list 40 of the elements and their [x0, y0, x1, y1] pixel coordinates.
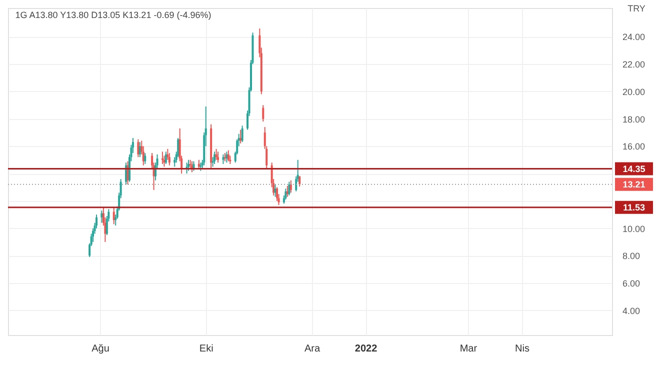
y-tick-label: 18.00 — [622, 114, 646, 124]
candlestick — [226, 151, 228, 164]
x-tick-label: Ara — [304, 344, 320, 354]
candlestick — [168, 152, 170, 166]
candlestick — [163, 155, 166, 168]
ref-line-label: 14.35 — [622, 164, 646, 174]
x-tick-label: Nis — [515, 344, 530, 354]
candlestick — [137, 138, 140, 158]
ref-line-label: 11.53 — [622, 202, 646, 212]
candlestick — [262, 104, 264, 122]
candlestick — [217, 151, 220, 164]
y-tick-label: 4.00 — [622, 306, 640, 316]
candlestick — [144, 152, 146, 164]
candlestick — [227, 150, 230, 162]
ref-line-label: 13.21 — [622, 179, 646, 190]
candlestick — [192, 160, 195, 172]
y-tick-label: 8.00 — [622, 251, 640, 262]
candlestick — [241, 125, 244, 143]
x-tick-label: Eki — [199, 344, 214, 354]
candlestick — [290, 180, 292, 194]
x-tick-label: Ağu — [92, 344, 110, 354]
candlestick — [100, 210, 103, 224]
y-tick-label: 10.00 — [622, 224, 646, 234]
y-tick-label: 22.00 — [622, 60, 646, 70]
x-tick-label: 2022 — [354, 344, 378, 354]
y-tick-label: 24.00 — [622, 32, 646, 42]
y-tick-label: 16.00 — [622, 142, 646, 152]
chart-title: 1G A13.80 Y13.80 D13.05 K13.21 -0.69 (-4.96%) — [15, 10, 212, 20]
x-tick-label: Mar — [460, 344, 478, 354]
candlestick — [276, 186, 278, 202]
candlestick — [189, 159, 192, 170]
candlestick — [161, 151, 164, 164]
candlestick — [284, 188, 287, 200]
y-axis-title: TRY — [628, 4, 646, 14]
y-tick-label: 6.00 — [622, 278, 640, 289]
candlestick — [214, 151, 216, 164]
candlestick — [288, 181, 290, 196]
y-tick-label: 20.00 — [622, 86, 646, 97]
candlestick — [240, 129, 242, 144]
candlestick — [215, 148, 218, 160]
